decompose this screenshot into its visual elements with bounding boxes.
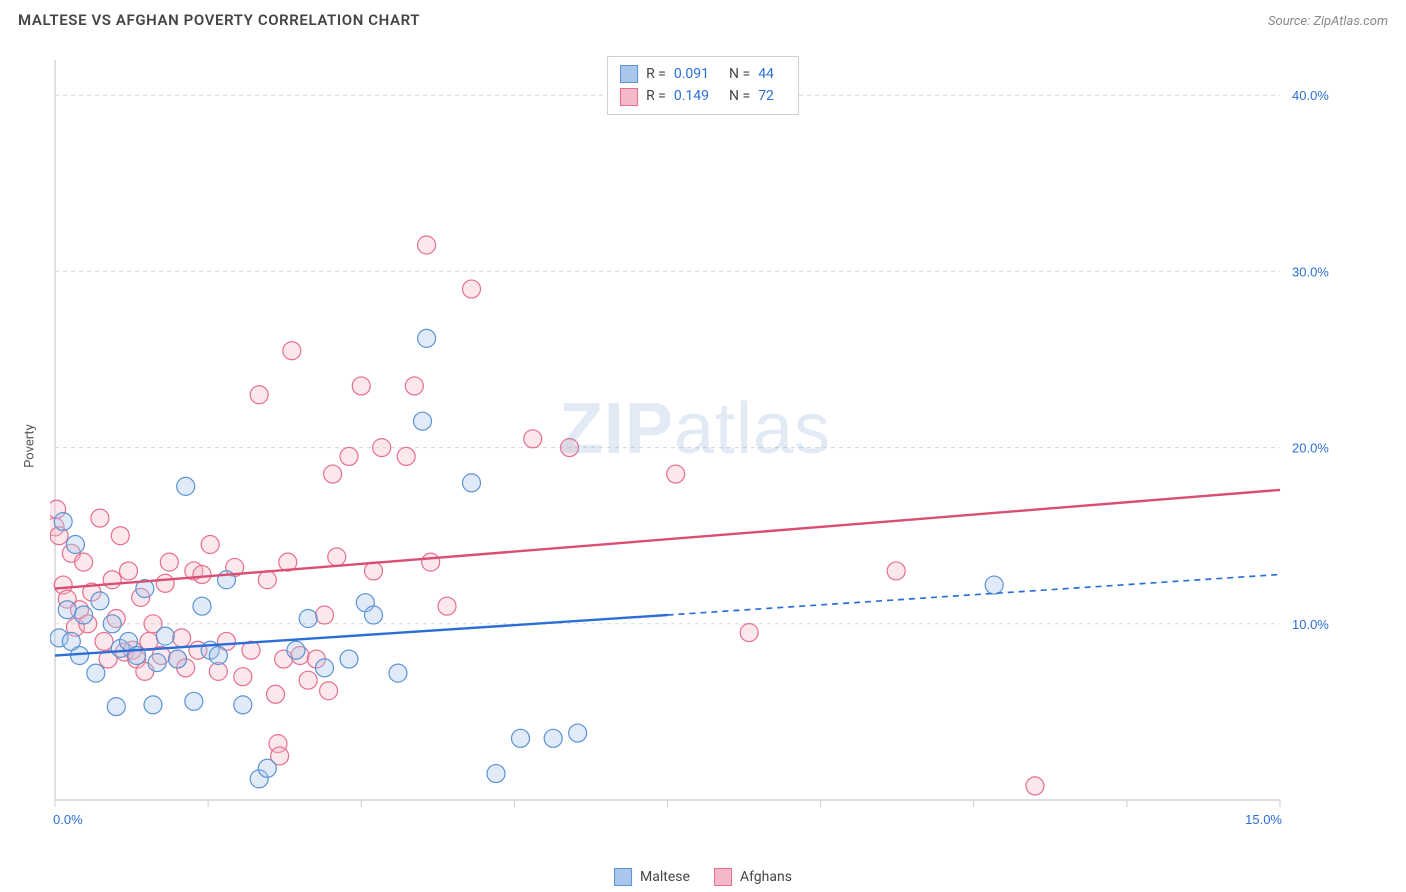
chart-area: 10.0%20.0%30.0%40.0%0.0%15.0% ZIPatlas [50, 50, 1340, 840]
y-axis-label: Poverty [22, 424, 37, 468]
legend-row-afghans: R = 0.149 N = 72 [620, 85, 786, 107]
r-value-afghans: 0.149 [674, 85, 709, 107]
svg-text:30.0%: 30.0% [1292, 264, 1329, 279]
swatch-maltese [614, 868, 632, 886]
svg-text:0.0%: 0.0% [53, 812, 83, 827]
legend-item-maltese: Maltese [614, 868, 690, 886]
r-label: R = [646, 85, 666, 107]
correlation-legend: R = 0.091 N = 44 R = 0.149 N = 72 [607, 56, 799, 115]
legend-item-afghans: Afghans [714, 868, 792, 886]
chart-title: MALTESE VS AFGHAN POVERTY CORRELATION CH… [18, 11, 420, 29]
swatch-maltese [620, 65, 638, 83]
swatch-afghans [620, 88, 638, 106]
legend-row-maltese: R = 0.091 N = 44 [620, 63, 786, 85]
r-value-maltese: 0.091 [674, 63, 709, 85]
svg-text:20.0%: 20.0% [1292, 441, 1329, 456]
source-prefix: Source: [1268, 14, 1313, 29]
swatch-afghans [714, 868, 732, 886]
svg-text:10.0%: 10.0% [1292, 617, 1329, 632]
n-label: N = [729, 63, 750, 85]
r-label: R = [646, 63, 666, 85]
scatter-plot: 10.0% 20.0% 30.0% 40.0% 0.0% 15.0% [50, 50, 1340, 840]
svg-text:15.0%: 15.0% [1245, 812, 1282, 827]
legend-label-maltese: Maltese [640, 869, 690, 885]
n-value-afghans: 72 [758, 85, 774, 107]
n-value-maltese: 44 [758, 63, 774, 85]
svg-text:40.0%: 40.0% [1292, 88, 1329, 103]
series-legend: Maltese Afghans [614, 868, 792, 886]
n-label: N = [729, 85, 750, 107]
source-attribution: Source: ZipAtlas.com [1268, 10, 1388, 29]
source-name: ZipAtlas.com [1313, 14, 1388, 29]
legend-label-afghans: Afghans [740, 869, 792, 885]
